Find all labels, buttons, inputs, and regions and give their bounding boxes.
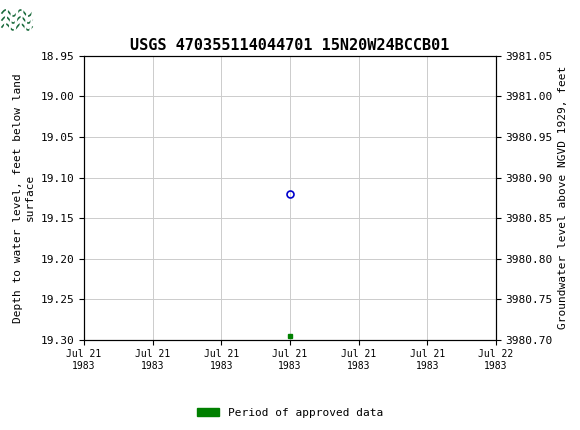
Y-axis label: Groundwater level above NGVD 1929, feet: Groundwater level above NGVD 1929, feet [559, 66, 568, 329]
Y-axis label: Depth to water level, feet below land
surface: Depth to water level, feet below land su… [13, 73, 35, 322]
Text: USGS: USGS [68, 9, 124, 27]
Text: USGS 470355114044701 15N20W24BCCB01: USGS 470355114044701 15N20W24BCCB01 [130, 38, 450, 52]
FancyBboxPatch shape [2, 2, 62, 33]
Legend: Period of approved data: Period of approved data [193, 403, 387, 422]
